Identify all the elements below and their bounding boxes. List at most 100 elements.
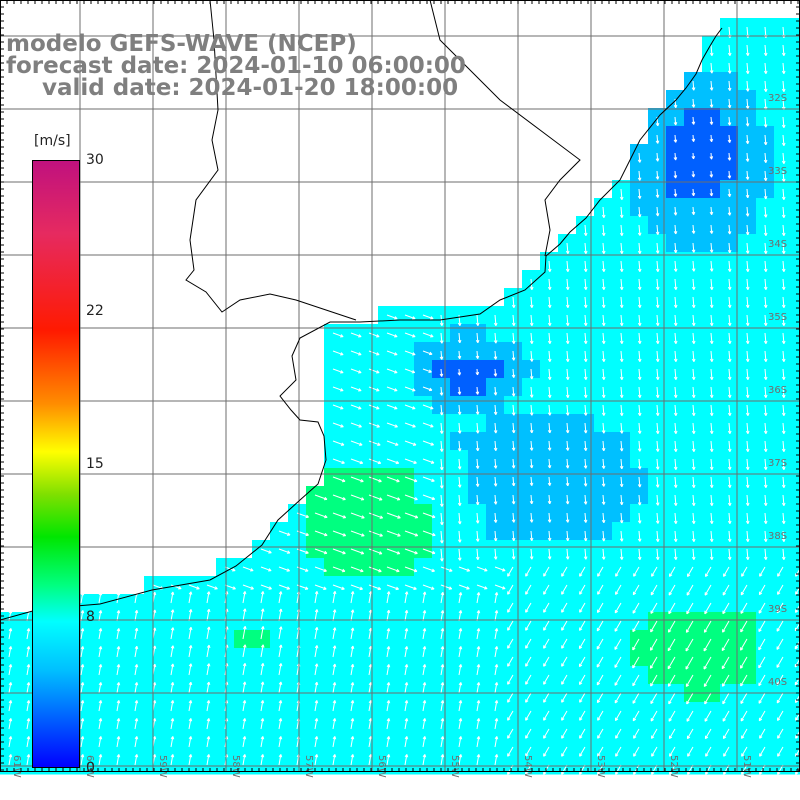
wind-arrow (674, 116, 677, 126)
wind-arrow (314, 609, 318, 622)
wind-arrow-head (494, 592, 498, 596)
wind-arrow (704, 710, 712, 722)
wind-speed-cell (414, 630, 433, 649)
longitude-label: 59W (157, 755, 168, 778)
wind-arrow-head (765, 304, 768, 308)
wind-arrow (776, 620, 784, 632)
wind-arrow-head (783, 250, 786, 254)
wind-arrow (314, 682, 318, 694)
wind-arrow (764, 512, 767, 524)
wind-arrow-head (579, 610, 583, 613)
wind-arrow (422, 664, 426, 676)
wind-arrow (548, 458, 551, 469)
wind-speed-cell (270, 630, 289, 649)
wind-arrow-head (777, 592, 781, 595)
wind-arrow-head (8, 700, 12, 704)
wind-arrow (525, 566, 532, 577)
wind-arrow-head (525, 628, 529, 631)
wind-arrow (620, 296, 623, 308)
wind-arrow (620, 332, 623, 344)
wind-arrow (422, 476, 435, 482)
wind-speed-cell (792, 216, 800, 235)
wind-arrow (667, 638, 676, 651)
wind-arrow-head (495, 519, 498, 523)
wind-arrow-head (314, 663, 318, 667)
wind-arrow (332, 682, 336, 694)
wind-arrow (350, 368, 362, 374)
wind-arrow (561, 620, 568, 631)
wind-arrow-head (549, 304, 552, 308)
wind-arrow (741, 566, 748, 577)
wind-arrow-head (703, 667, 707, 670)
wind-arrow (188, 718, 192, 730)
wind-arrow-head (395, 424, 398, 428)
wind-arrow-head (233, 586, 236, 590)
wind-arrow-head (650, 701, 654, 705)
wind-speed-cell (486, 594, 505, 613)
wind-arrow (170, 609, 174, 622)
wind-speed-cell (216, 702, 235, 721)
wind-arrow (782, 224, 785, 236)
wind-arrow (584, 350, 587, 362)
wind-arrow-head (561, 736, 565, 739)
wind-arrow (507, 602, 514, 613)
wind-arrow-head (477, 556, 480, 560)
wind-speed-cell (432, 648, 451, 667)
wind-arrow-head (668, 684, 672, 687)
wind-arrow (632, 692, 640, 704)
wind-arrow-head (269, 586, 272, 590)
wind-arrow-head (561, 574, 565, 577)
wind-arrow-head (777, 754, 781, 757)
wind-speed-cell (378, 612, 397, 631)
wind-arrow (764, 116, 767, 128)
wind-arrow (458, 566, 470, 572)
wind-speed-cell (270, 720, 289, 739)
wind-arrow-head (621, 483, 624, 487)
wind-arrow-head (561, 682, 565, 685)
wind-arrow (507, 566, 514, 577)
wind-speed-cell (126, 666, 145, 685)
wind-speed-cell (108, 738, 127, 757)
wind-arrow-head (440, 718, 444, 722)
wind-arrow-head (432, 514, 436, 518)
wind-arrow (764, 368, 767, 380)
wind-speed-cell (108, 720, 127, 739)
wind-arrow (476, 458, 479, 469)
wind-arrow-head (579, 664, 583, 668)
wind-arrow-head (513, 393, 516, 397)
wind-speed-cell (288, 756, 307, 775)
wind-arrow-head (758, 629, 762, 632)
wind-speed-cell (792, 252, 800, 271)
wind-arrow-head (26, 700, 30, 704)
wind-arrow (404, 591, 408, 604)
wind-arrow (566, 512, 569, 523)
wind-arrow-head (722, 630, 726, 633)
wind-arrow (368, 754, 372, 766)
wind-arrow (566, 368, 569, 380)
wind-arrow (561, 638, 568, 649)
wind-arrow (602, 242, 605, 254)
wind-arrow-head (614, 610, 619, 614)
wind-arrow (494, 512, 497, 523)
wind-arrow-head (242, 591, 246, 595)
wind-arrow-head (80, 664, 84, 668)
wind-arrow-head (758, 611, 762, 614)
wind-arrow (692, 332, 695, 344)
wind-arrow-head (314, 609, 318, 613)
wind-arrow (260, 584, 272, 590)
frame-ticks (0, 0, 800, 772)
wind-arrow (386, 628, 390, 640)
wind-arrow-head (765, 412, 768, 416)
wind-arrow (746, 80, 749, 92)
wind-arrow (740, 638, 748, 651)
wind-arrow-head (579, 628, 583, 631)
wind-arrow (548, 476, 551, 486)
wind-arrow-head (476, 754, 480, 758)
wind-arrow-head (759, 754, 763, 757)
wind-arrow (422, 736, 426, 748)
wind-arrow (632, 602, 640, 614)
wind-arrow-head (477, 520, 480, 524)
wind-arrow-head (350, 609, 354, 613)
wind-arrow-head (783, 358, 786, 362)
wind-arrow (579, 764, 586, 775)
